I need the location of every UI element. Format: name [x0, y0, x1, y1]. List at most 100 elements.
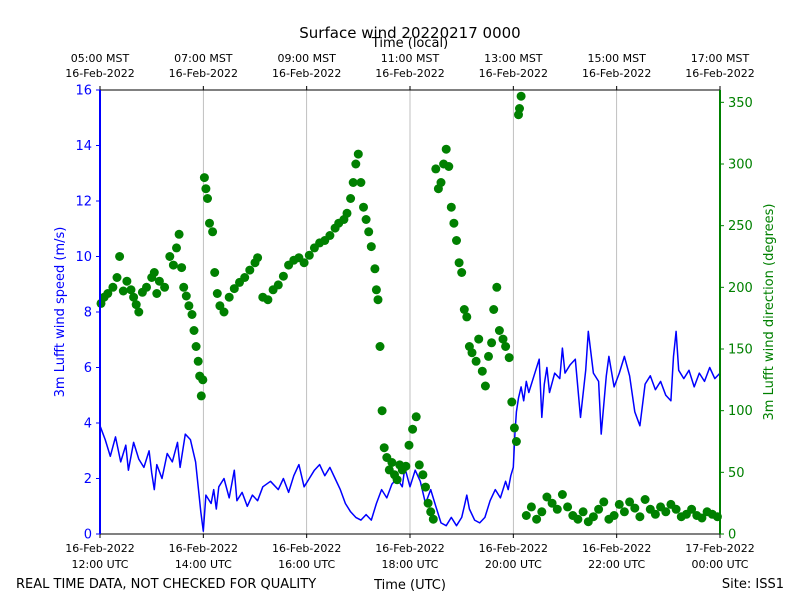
footer-site: Site: ISS1: [722, 577, 784, 592]
wind-direction-point: [526, 502, 536, 512]
wind-direction-point: [129, 292, 139, 302]
footer-disclaimer: REAL TIME DATA, NOT CHECKED FOR QUALITY: [16, 577, 316, 592]
wind-direction-point: [431, 164, 441, 174]
x-tick-label-time: 14:00 UTC: [175, 558, 232, 571]
wind-direction-point: [537, 507, 547, 517]
top-tick-label-date: 16-Feb-2022: [169, 67, 238, 80]
x-tick-label-date: 16-Feb-2022: [479, 542, 548, 555]
wind-direction-point: [501, 342, 511, 351]
wind-direction-point: [511, 437, 521, 446]
wind-direction-point: [441, 144, 451, 154]
wind-direction-point: [408, 424, 418, 434]
wind-direction-point: [401, 461, 411, 471]
wind-direction-point: [494, 326, 504, 335]
wind-direction-point: [172, 243, 181, 253]
wind-direction-point: [547, 498, 557, 508]
wind-direction-point: [212, 289, 222, 298]
wind-direction-point: [131, 300, 141, 310]
wind-direction-point: [325, 231, 335, 240]
top-tick-label-date: 16-Feb-2022: [582, 67, 651, 80]
right-tick-label: 300: [728, 158, 753, 173]
wind-direction-point: [359, 202, 368, 212]
wind-direction-point: [199, 173, 209, 183]
axes: 16-Feb-2022 12:00 UTC 16-Feb-2022 14:00 UTC…: [65, 52, 754, 571]
wind-direction-point: [404, 440, 414, 450]
wind-direction-point: [515, 104, 524, 113]
wind-direction-point: [346, 194, 356, 203]
top-tick-label-time: 17:00 MST: [691, 52, 750, 65]
left-tick-label: 10: [75, 250, 92, 265]
wind-direction-point: [377, 406, 387, 416]
right-tick-label: 50: [728, 466, 745, 481]
top-tick-label-date: 16-Feb-2022: [65, 67, 134, 80]
wind-direction-point: [414, 460, 424, 470]
wind-direction-point: [152, 289, 162, 298]
x-tick-label-time: 18:00 UTC: [381, 558, 438, 571]
wind-direction-point: [168, 260, 178, 270]
wind-direction-point: [375, 342, 385, 351]
wind-direction-point: [635, 512, 645, 522]
wind-direction-point: [392, 475, 402, 485]
wind-direction-point: [484, 351, 493, 361]
wind-direction-point: [504, 353, 514, 363]
wind-direction-point: [480, 381, 490, 391]
wind-direction-point: [521, 511, 531, 520]
wind-direction-point: [650, 509, 660, 519]
wind-direction-point: [578, 507, 588, 517]
wind-direction-point: [477, 366, 487, 376]
wind-direction-point: [697, 513, 707, 523]
x-tick-label-date: 16-Feb-2022: [375, 542, 444, 555]
wind-direction-point: [588, 512, 598, 522]
chart-title: Surface wind 20220217 0000: [299, 24, 520, 42]
wind-direction-point: [134, 307, 144, 317]
right-tick-label: 150: [728, 343, 753, 358]
wind-direction-point: [353, 149, 363, 159]
wind-direction-point: [467, 348, 477, 358]
wind-direction-point: [187, 310, 197, 319]
wind-direction-point: [671, 504, 681, 514]
wind-direction-point: [108, 282, 118, 292]
wind-direction-point: [112, 273, 122, 282]
wind-direction-point: [457, 268, 467, 277]
wind-direction-point: [174, 229, 184, 239]
wind-direction-point: [471, 356, 481, 366]
wind-direction-point: [379, 443, 389, 453]
wind-direction-point: [509, 423, 519, 433]
wind-direction-point: [599, 497, 609, 507]
wind-direction-point: [118, 286, 128, 296]
top-tick-label-time: 15:00 MST: [587, 52, 646, 65]
wind-direction-point: [179, 282, 189, 292]
left-tick-label: 6: [84, 361, 92, 376]
wind-direction-point: [348, 178, 358, 187]
wind-direction-point: [387, 458, 397, 467]
wind-direction-point: [198, 375, 208, 385]
wind-direction-point: [299, 258, 309, 268]
x-tick-label-time: 16:00 UTC: [278, 558, 335, 571]
top-tick-label-date: 16-Feb-2022: [375, 67, 444, 80]
x-tick-label-time: 22:00 UTC: [588, 558, 645, 571]
x-tick-label-time: 12:00 UTC: [71, 558, 128, 571]
wind-direction-point: [640, 495, 650, 504]
wind-direction-point: [219, 307, 229, 317]
wind-direction-point: [203, 194, 212, 203]
x-tick-label-date: 16-Feb-2022: [169, 542, 238, 555]
left-axis-label: 3m Lufft wind speed (m/s): [53, 227, 68, 398]
wind-direction-point: [661, 507, 671, 517]
wind-direction-point: [370, 264, 380, 274]
wind-direction-point: [253, 253, 263, 263]
top-tick-label-time: 09:00 MST: [277, 52, 336, 65]
wind-direction-point: [361, 215, 371, 224]
wind-direction-point: [625, 497, 635, 507]
wind-direction-point: [196, 391, 206, 401]
wind-direction-point: [487, 338, 497, 348]
wind-direction-point: [373, 295, 383, 305]
x-tick-label-time: 00:00 UTC: [691, 558, 748, 571]
left-tick-label: 8: [84, 306, 92, 321]
wind-direction-point: [191, 342, 201, 351]
top-tick-label-time: 11:00 MST: [381, 52, 440, 65]
wind-direction-point: [563, 502, 573, 512]
wind-direction-point: [149, 268, 159, 277]
wind-direction-point: [273, 280, 283, 290]
right-tick-label: 0: [728, 528, 736, 543]
wind-direction-point: [240, 273, 250, 282]
